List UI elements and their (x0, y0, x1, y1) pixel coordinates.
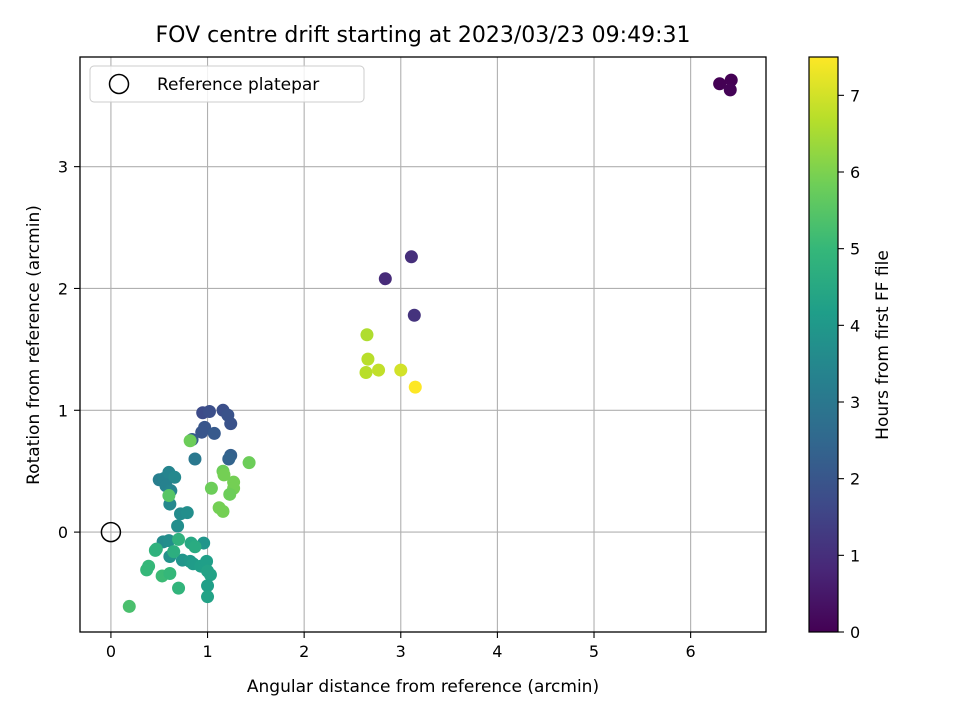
x-tick-label: 2 (299, 642, 309, 661)
colorbar: 0 1 2 3 4 5 6 7 Hours from first FF file (808, 56, 893, 642)
data-point (167, 545, 181, 559)
data-point (201, 579, 215, 593)
data-point (360, 328, 374, 342)
data-point (188, 452, 202, 466)
y-axis: 0 1 2 3 (58, 158, 80, 542)
legend-entry-reference: Reference platepar (157, 75, 319, 95)
data-point (202, 405, 216, 419)
data-point (140, 563, 154, 577)
data-point (171, 519, 185, 533)
data-point (394, 363, 408, 377)
data-point (372, 363, 386, 377)
data-point (359, 366, 373, 380)
data-point (183, 434, 197, 448)
data-point (224, 417, 238, 431)
x-tick-label: 3 (396, 642, 406, 661)
y-tick-label: 0 (58, 523, 68, 542)
data-point (361, 352, 375, 366)
colorbar-tick-label: 6 (850, 163, 860, 182)
data-point (200, 554, 214, 568)
x-axis: 0 1 2 3 4 5 6 (106, 632, 696, 661)
data-point (408, 380, 422, 394)
colorbar-ticks: 0 1 2 3 4 5 6 7 (838, 86, 860, 642)
data-point (168, 470, 182, 484)
data-point (162, 489, 176, 503)
chart-title: FOV centre drift starting at 2023/03/23 … (156, 23, 691, 48)
data-point (172, 581, 186, 595)
scatter-points (100, 73, 738, 613)
legend: Reference platepar (89, 65, 365, 103)
y-tick-label: 3 (58, 158, 68, 177)
colorbar-tick-label: 5 (850, 240, 860, 259)
data-point (172, 532, 186, 546)
data-point (122, 599, 136, 613)
plot-frame (79, 56, 767, 633)
data-point (195, 425, 209, 439)
grid-lines (80, 57, 766, 632)
colorbar-tick-label: 7 (850, 86, 860, 105)
x-tick-label: 1 (202, 642, 212, 661)
legend-box (89, 65, 365, 103)
y-axis-label: Rotation from reference (arcmin) (24, 205, 44, 485)
x-tick-label: 5 (589, 642, 599, 661)
data-point (201, 590, 215, 604)
colorbar-label: Hours from first FF file (873, 250, 893, 440)
data-point (223, 487, 237, 501)
x-axis-label: Angular distance from reference (arcmin) (247, 677, 599, 697)
data-point (163, 567, 177, 581)
y-tick-label: 1 (58, 401, 68, 420)
colorbar-tick-label: 2 (850, 470, 860, 489)
data-point (723, 83, 737, 97)
colorbar-tick-label: 4 (850, 316, 860, 335)
x-tick-label: 6 (686, 642, 696, 661)
data-point (222, 452, 236, 466)
x-tick-label: 0 (106, 642, 116, 661)
y-tick-label: 2 (58, 279, 68, 298)
data-point (407, 308, 421, 322)
data-point (162, 534, 176, 548)
colorbar-tick-label: 1 (850, 546, 860, 565)
data-point (203, 568, 217, 582)
reference-platepar-marker (100, 521, 122, 543)
colorbar-tick-label: 3 (850, 393, 860, 412)
data-point (207, 426, 221, 440)
data-point (188, 540, 202, 554)
data-point (724, 73, 738, 87)
data-point (217, 468, 231, 482)
colorbar-tick-label: 0 (850, 623, 860, 642)
data-point (180, 506, 194, 520)
data-point (378, 272, 392, 286)
data-point (713, 77, 727, 91)
data-point (204, 481, 218, 495)
colorbar-gradient (808, 56, 839, 633)
data-point (242, 456, 256, 470)
data-point (149, 542, 163, 556)
x-tick-label: 4 (492, 642, 502, 661)
data-point (216, 504, 230, 518)
legend-marker-icon (108, 73, 130, 95)
data-point (404, 250, 418, 264)
